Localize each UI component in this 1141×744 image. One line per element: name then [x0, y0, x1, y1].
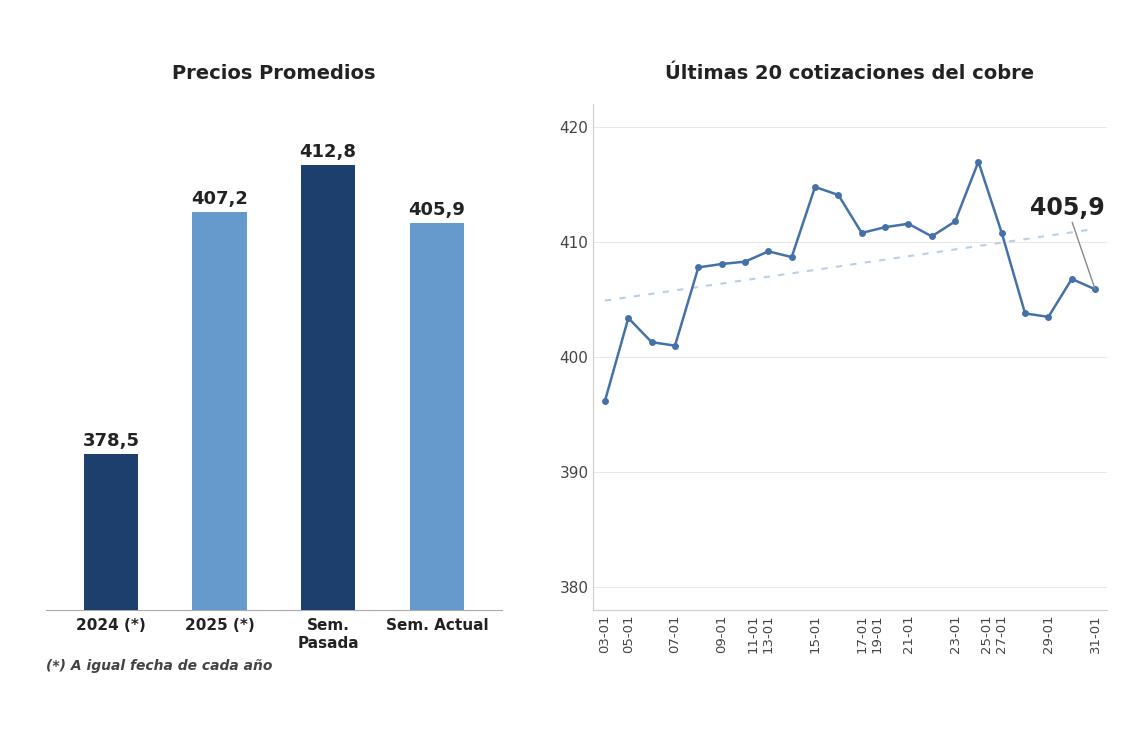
- Title: Últimas 20 cotizaciones del cobre: Últimas 20 cotizaciones del cobre: [665, 64, 1035, 83]
- Bar: [193, 212, 246, 744]
- Bar: [410, 223, 464, 744]
- Bar: [301, 165, 355, 744]
- Text: 407,2: 407,2: [191, 190, 248, 208]
- Text: 412,8: 412,8: [300, 143, 357, 161]
- Text: (*) A igual fecha de cada año: (*) A igual fecha de cada año: [46, 658, 272, 673]
- Text: 405,9: 405,9: [1030, 196, 1104, 289]
- Title: Precios Promedios: Precios Promedios: [172, 64, 375, 83]
- Bar: [83, 454, 138, 744]
- Text: 378,5: 378,5: [82, 432, 139, 450]
- Text: 405,9: 405,9: [408, 201, 466, 219]
